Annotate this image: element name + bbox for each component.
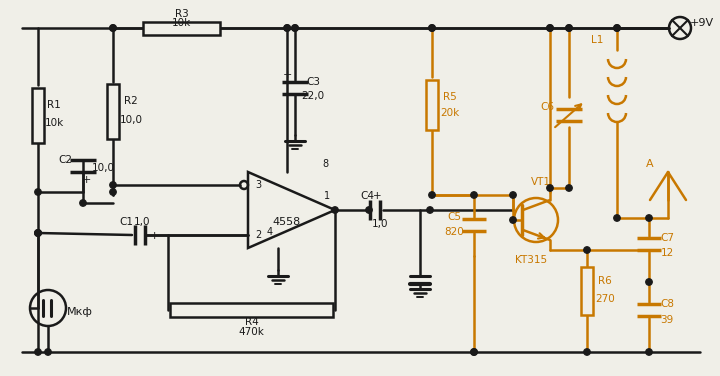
Text: VT1: VT1 (531, 177, 551, 187)
Circle shape (471, 349, 477, 355)
Text: 1: 1 (324, 191, 330, 201)
Text: L1: L1 (591, 35, 603, 45)
Circle shape (109, 182, 116, 188)
Circle shape (613, 25, 620, 31)
Circle shape (546, 185, 553, 191)
Bar (426, 80, 438, 130)
Circle shape (584, 349, 590, 355)
Text: +: + (149, 231, 158, 241)
Circle shape (45, 349, 51, 355)
Circle shape (429, 25, 435, 31)
Circle shape (613, 25, 620, 31)
Circle shape (429, 25, 435, 31)
Text: C7: C7 (660, 233, 674, 243)
Text: 270: 270 (595, 294, 615, 304)
Circle shape (471, 192, 477, 198)
Text: 10k: 10k (45, 118, 63, 128)
Text: C5: C5 (447, 212, 461, 222)
Text: 10k: 10k (172, 18, 191, 28)
Text: 20k: 20k (441, 108, 459, 118)
Text: +: + (282, 70, 292, 80)
Text: C3: C3 (306, 77, 320, 87)
Text: R4: R4 (245, 317, 258, 327)
Circle shape (284, 25, 290, 31)
Text: R3: R3 (175, 9, 189, 19)
Circle shape (546, 25, 553, 31)
Circle shape (566, 25, 572, 31)
Text: C1: C1 (119, 217, 133, 227)
Text: 4558: 4558 (272, 217, 301, 227)
Text: 820: 820 (444, 227, 464, 237)
Text: Мкф: Мкф (67, 307, 93, 317)
Circle shape (35, 230, 41, 236)
Text: A: A (646, 159, 654, 169)
Text: C2: C2 (58, 155, 72, 165)
Text: 22,0: 22,0 (302, 91, 325, 101)
Circle shape (566, 25, 572, 31)
Text: 12: 12 (660, 248, 674, 258)
Circle shape (366, 207, 372, 213)
Text: C6: C6 (540, 102, 554, 112)
Circle shape (613, 215, 620, 221)
Text: +: + (373, 191, 382, 201)
Text: 1,0: 1,0 (372, 219, 388, 229)
Circle shape (429, 192, 435, 198)
Bar (143, 21, 220, 35)
Circle shape (332, 207, 338, 213)
Text: 1,0: 1,0 (134, 217, 150, 227)
Bar (581, 267, 593, 315)
Text: +9V: +9V (690, 18, 714, 28)
Text: C4: C4 (360, 191, 374, 201)
Text: 470k: 470k (238, 327, 264, 337)
Text: 10,0: 10,0 (91, 163, 114, 173)
Circle shape (292, 25, 298, 31)
Circle shape (109, 25, 116, 31)
Circle shape (292, 25, 298, 31)
Bar (170, 303, 333, 317)
Circle shape (109, 25, 116, 31)
Circle shape (646, 279, 652, 285)
Circle shape (471, 349, 477, 355)
Text: 4: 4 (267, 227, 273, 237)
Circle shape (80, 200, 86, 206)
Text: 39: 39 (660, 315, 674, 325)
Circle shape (510, 192, 516, 198)
Circle shape (284, 25, 290, 31)
Circle shape (35, 189, 41, 195)
Text: R2: R2 (124, 97, 138, 106)
Circle shape (566, 185, 572, 191)
Bar (32, 88, 44, 143)
Circle shape (510, 217, 516, 223)
Circle shape (35, 230, 41, 236)
Circle shape (584, 247, 590, 253)
Text: +: + (81, 175, 91, 185)
Text: C8: C8 (660, 299, 674, 309)
Text: KT315: KT315 (515, 255, 547, 265)
Text: 2: 2 (255, 230, 261, 240)
Bar (107, 84, 119, 139)
Circle shape (646, 349, 652, 355)
Circle shape (35, 230, 41, 236)
Text: 10,0: 10,0 (120, 115, 143, 124)
Text: R6: R6 (598, 276, 612, 286)
Text: R1: R1 (47, 100, 61, 110)
Circle shape (546, 25, 553, 31)
Text: 8: 8 (322, 159, 328, 169)
Circle shape (109, 189, 116, 195)
Text: 3: 3 (255, 180, 261, 190)
Circle shape (646, 215, 652, 221)
Circle shape (35, 349, 41, 355)
Text: R5: R5 (443, 92, 457, 102)
Circle shape (427, 207, 433, 213)
